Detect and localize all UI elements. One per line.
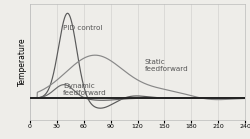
Y-axis label: Temperature: Temperature	[18, 38, 27, 86]
Text: Dynamic
feedforward: Dynamic feedforward	[63, 83, 107, 96]
Text: Static
feedforward: Static feedforward	[145, 59, 188, 72]
Text: PID control: PID control	[63, 25, 102, 31]
